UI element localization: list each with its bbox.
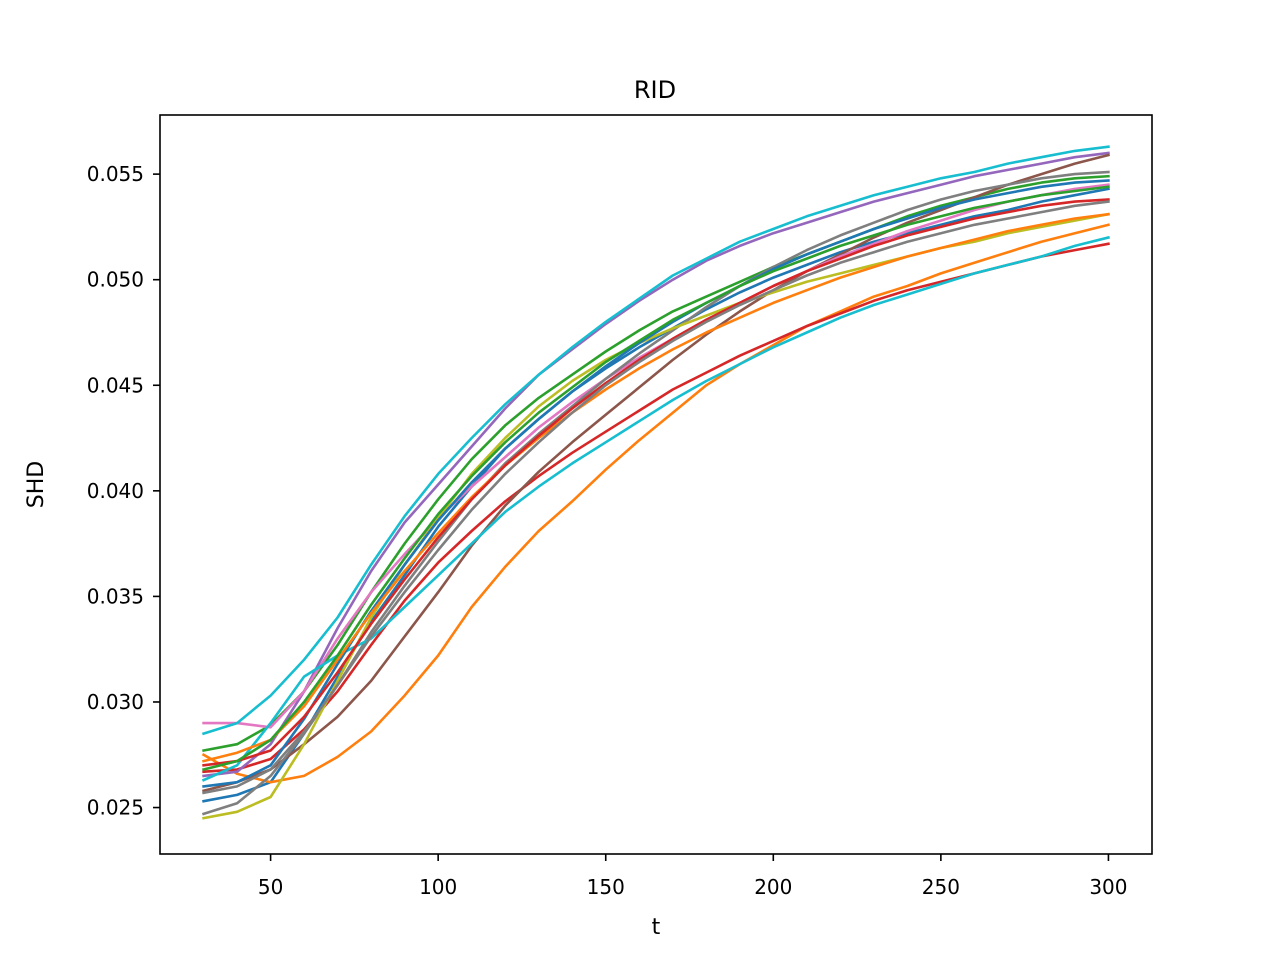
series-line-3: [202, 174, 1110, 753]
series-line-13: [202, 212, 1110, 763]
y-axis: 0.025 0.030 0.035 0.040 0.045 0.050 0.055: [87, 162, 160, 820]
y-axis-label: SHD: [24, 461, 49, 508]
series-line-15: [202, 185, 1110, 772]
x-tick-label: 50: [258, 875, 283, 899]
x-tick-label: 300: [1089, 875, 1127, 899]
series-line-2: [201, 223, 1110, 784]
x-axis: 50 100 150 200 250 300: [258, 854, 1128, 899]
x-tick-label: 200: [754, 875, 792, 899]
y-tick-label: 0.050: [87, 268, 144, 292]
x-tick-label: 150: [587, 875, 625, 899]
y-tick-label: 0.045: [87, 373, 144, 397]
series-line-14: [202, 198, 1110, 767]
y-tick-label: 0.025: [87, 796, 144, 820]
series-layer: [201, 145, 1110, 820]
x-tick-label: 100: [419, 875, 457, 899]
y-tick-label: 0.035: [87, 584, 144, 608]
y-tick-label: 0.055: [87, 162, 144, 186]
x-tick-label: 250: [922, 875, 960, 899]
series-line-16: [202, 200, 1110, 795]
x-axis-label: t: [652, 915, 661, 940]
y-tick-label: 0.040: [87, 479, 144, 503]
chart-title: RID: [634, 76, 676, 104]
series-line-10: [201, 145, 1110, 736]
series-line-5: [202, 151, 1110, 778]
y-tick-label: 0.030: [87, 690, 144, 714]
plot-frame: [159, 114, 1153, 855]
